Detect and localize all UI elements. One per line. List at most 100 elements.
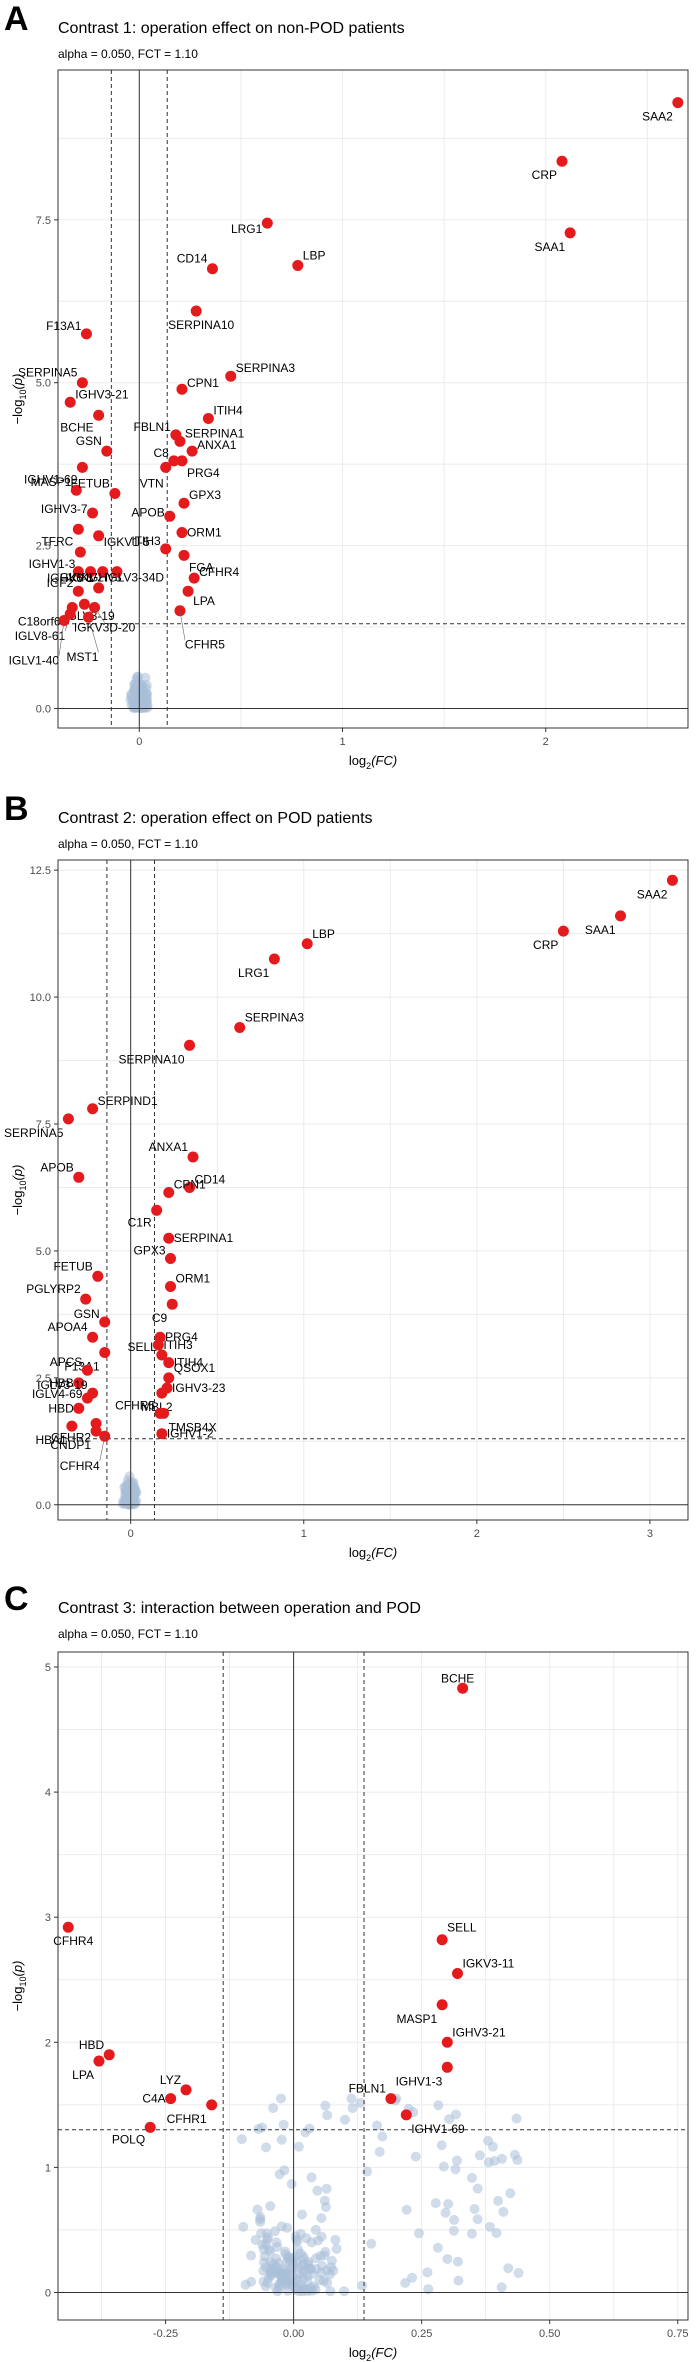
point-label: TMSB4X	[169, 1420, 217, 1434]
panel-subtitle: alpha = 0.050, FCT = 1.10	[58, 837, 198, 851]
nonsignificant-point	[450, 2164, 461, 2175]
label-leader-line	[94, 607, 105, 623]
point-label: CD14	[177, 252, 208, 266]
point-label: IGLV3-34D	[105, 571, 164, 585]
significant-point	[436, 1999, 448, 2011]
point-label: ITIH3	[131, 534, 161, 548]
significant-point	[73, 1402, 85, 1414]
significant-point	[234, 1022, 246, 1034]
nonsignificant-point	[339, 2114, 350, 2125]
point-label: LPA	[193, 594, 215, 608]
nonsignificant-point	[307, 2285, 318, 2296]
point-label: PRG4	[165, 1330, 198, 1344]
nonsignificant-point	[124, 1494, 135, 1505]
nonsignificant-point	[258, 2257, 269, 2268]
point-label: FGA	[189, 560, 214, 574]
point-label: SAA2	[642, 110, 673, 124]
nonsignificant-point	[489, 2155, 500, 2166]
nonsignificant-point	[483, 2135, 494, 2146]
nonsignificant-point	[129, 686, 140, 697]
point-label: HBD	[48, 1401, 74, 1415]
x-tick-label: 1	[339, 736, 345, 748]
point-label: IGHV3-7	[41, 502, 88, 516]
nonsignificant-point	[466, 2172, 477, 2183]
point-label: SELL	[127, 1340, 157, 1354]
nonsignificant-point	[315, 2250, 326, 2261]
significant-point	[202, 413, 214, 425]
significant-point	[441, 2061, 453, 2073]
y-tick-label: 3	[45, 1912, 51, 1924]
nonsignificant-point	[330, 2234, 341, 2245]
point-label: SERPINA1	[185, 426, 245, 440]
point-label: ITIH3	[163, 1338, 193, 1352]
nonsignificant-point	[265, 2201, 276, 2212]
point-label: TFRC	[41, 534, 73, 548]
point-label: APOB	[131, 505, 164, 519]
significant-point	[436, 1934, 448, 1946]
point-label: C1R	[128, 1215, 152, 1229]
panel-a: A Contrast 1: operation effect on non-POD…	[4, 0, 689, 771]
nonsignificant-point	[256, 2228, 267, 2239]
x-tick-label: 2	[474, 1528, 480, 1540]
significant-point	[261, 217, 273, 229]
point-label: GPX3	[189, 488, 221, 502]
nonsignificant-point	[280, 2249, 291, 2260]
point-label: CFHR1	[167, 2112, 207, 2126]
panel-title: Contrast 1: operation effect on non-POD …	[58, 20, 405, 37]
point-label: FBLN1	[134, 420, 172, 434]
point-label: C18orf65	[18, 614, 68, 628]
nonsignificant-point	[257, 2122, 268, 2133]
point-label: CNDP1	[50, 1438, 91, 1452]
significant-point	[93, 582, 105, 594]
point-label: LPA	[72, 2068, 94, 2082]
point-label: SAA1	[585, 923, 616, 937]
point-label: MST1	[66, 650, 98, 664]
significant-point	[85, 566, 97, 578]
nonsignificant-point	[295, 2280, 306, 2291]
nonsignificant-point	[443, 2199, 454, 2210]
nonsignificant-point	[474, 2150, 485, 2161]
nonsignificant-point	[295, 2228, 306, 2239]
nonsignificant-point	[306, 2237, 317, 2248]
nonsignificant-point	[450, 2109, 461, 2120]
significant-point	[62, 1921, 74, 1933]
point-label: CRP	[533, 938, 558, 952]
point-label: ITIH4	[213, 404, 243, 418]
nonsignificant-point	[312, 2185, 323, 2196]
nonsignificant-point	[505, 2188, 516, 2199]
significant-point	[152, 1339, 164, 1351]
nonsignificant-point	[250, 2234, 261, 2245]
point-label: IGF2	[47, 576, 74, 590]
point-label: CFHR5	[115, 1398, 155, 1412]
x-tick-label: 2	[543, 736, 549, 748]
point-label: CFHR4	[199, 565, 239, 579]
y-tick-label: 0	[45, 2287, 51, 2299]
significant-point	[164, 510, 176, 522]
nonsignificant-point	[252, 2204, 263, 2215]
nonsignificant-point	[472, 2183, 483, 2194]
nonsignificant-point	[493, 2195, 504, 2206]
nonsignificant-point	[436, 2140, 447, 2151]
point-label: SERPINA5	[4, 1126, 64, 1140]
significant-point	[174, 435, 186, 447]
nonsignificant-point	[268, 2103, 279, 2114]
y-tick-label: 5	[45, 1662, 51, 1674]
panel-c: C Contrast 3: interaction between operati…	[4, 1580, 689, 2362]
nonsignificant-point	[255, 2212, 266, 2223]
point-label: HBA1	[35, 1433, 67, 1447]
point-label: BCHE	[441, 1671, 474, 1685]
x-axis-label: log2(FC)	[349, 2345, 397, 2362]
label-leader-line	[99, 1436, 106, 1462]
point-label: IGHV3-21	[75, 387, 129, 401]
nonsignificant-point	[449, 2214, 460, 2225]
significant-point	[178, 497, 190, 509]
point-label: LBP	[303, 248, 326, 262]
nonsignificant-point	[347, 2103, 358, 2114]
significant-point	[101, 445, 113, 457]
point-label: IGHV3-21	[452, 2025, 506, 2039]
point-label: F13A1	[46, 319, 82, 333]
significant-point	[188, 572, 200, 584]
point-label: POLQ	[112, 2132, 145, 2146]
nonsignificant-point	[321, 2265, 332, 2276]
significant-point	[87, 1103, 99, 1115]
